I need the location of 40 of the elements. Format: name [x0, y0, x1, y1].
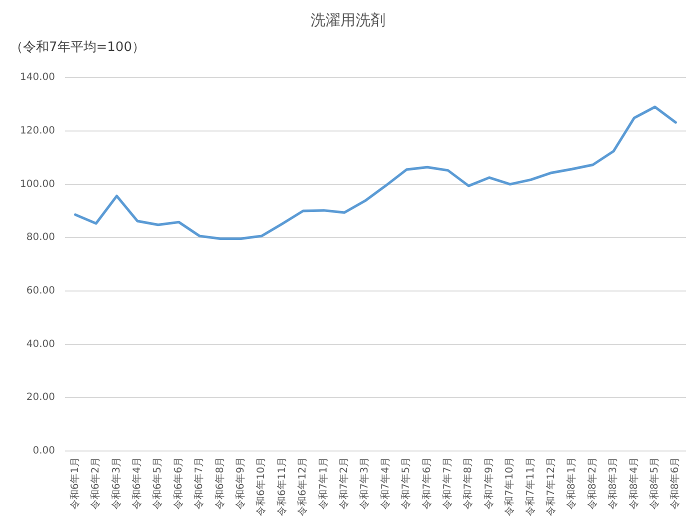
y-tick-label: 20.00	[26, 392, 55, 404]
x-tick-label: 令和6年1月	[68, 456, 81, 510]
y-tick-label: 140.00	[20, 72, 55, 84]
chart-title: 洗濯用洗剤	[310, 10, 386, 29]
x-tick-label: 令和6年8月	[214, 456, 226, 510]
chart-subtitle: （令和7年平均=100）	[10, 40, 145, 56]
x-tick-label: 令和8年4月	[628, 456, 640, 510]
x-tick-label: 令和6年9月	[234, 456, 247, 510]
x-tick-label: 令和7年11月	[524, 456, 536, 516]
x-tick-label: 令和7年5月	[400, 456, 412, 510]
x-tick-label: 令和8年5月	[648, 456, 661, 510]
x-tick-label: 令和7年2月	[338, 456, 350, 510]
x-tick-label: 令和7年1月	[317, 456, 330, 510]
x-tick-label: 令和6年2月	[90, 456, 102, 510]
y-tick-label: 120.00	[20, 126, 55, 137]
x-tick-label: 令和7年4月	[379, 456, 392, 510]
x-tick-label: 令和8年3月	[607, 456, 620, 510]
y-tick-label: 100.00	[20, 178, 55, 190]
y-tick-label: 40.00	[26, 338, 55, 350]
y-tick-label: 60.00	[26, 286, 55, 297]
x-tick-label: 令和7年9月	[482, 456, 495, 510]
x-tick-label: 令和6年12月	[296, 456, 309, 516]
x-tick-label: 令和7年7月	[442, 456, 454, 510]
x-tick-label: 令和7年3月	[358, 456, 371, 510]
x-tick-label: 令和7年10月	[504, 456, 516, 516]
x-tick-label: 令和6年6月	[172, 456, 184, 510]
x-tick-label: 令和6年10月	[255, 456, 268, 516]
x-tick-label: 令和6年7月	[193, 456, 206, 510]
y-tick-label: 0.00	[32, 446, 55, 457]
x-tick-label: 令和6年5月	[152, 456, 164, 510]
x-tick-label: 令和6年11月	[276, 456, 288, 516]
x-tick-label: 令和8年6月	[669, 456, 682, 510]
x-tick-label: 令和6年4月	[131, 456, 144, 510]
x-tick-label: 令和8年2月	[586, 456, 598, 510]
x-tick-label: 令和8年1月	[566, 456, 578, 510]
x-tick-label: 令和7年6月	[420, 456, 433, 510]
x-tick-label: 令和6年3月	[110, 456, 122, 510]
x-tick-label: 令和7年8月	[462, 456, 474, 510]
x-tick-label: 令和7年12月	[545, 456, 558, 516]
y-tick-label: 80.00	[26, 232, 55, 244]
